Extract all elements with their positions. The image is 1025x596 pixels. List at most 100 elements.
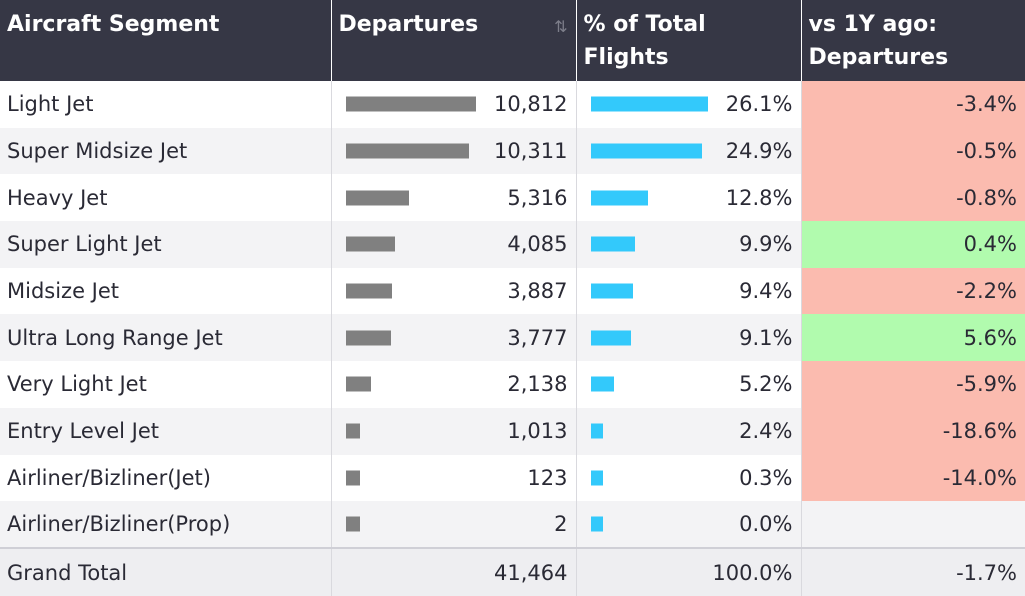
departures-bar <box>345 516 360 532</box>
change-cell: -14.0% <box>801 454 1025 502</box>
pct-value: 12.8% <box>725 185 793 210</box>
pct-bar <box>590 423 603 439</box>
header-label: % of Total Flights <box>583 12 706 70</box>
table-row[interactable]: Super Light Jet 4,085 9.9% 0.4% <box>0 221 1025 268</box>
departures-cell: 4,085 <box>331 221 577 268</box>
departures-value: 10,311 <box>494 139 568 164</box>
departures-value: 1,013 <box>507 419 568 444</box>
table-row[interactable]: Very Light Jet 2,138 5.2% -5.9% <box>0 361 1025 408</box>
departures-bar <box>345 376 372 392</box>
departures-value: 2 <box>554 512 568 537</box>
departures-value: 123 <box>527 465 568 490</box>
pct-bar <box>590 330 632 346</box>
pct-cell: 26.1% <box>576 81 802 128</box>
departures-cell: 5,316 <box>331 174 577 222</box>
segment-cell: Ultra Long Range Jet <box>0 314 332 362</box>
header-vs-1y[interactable]: vs 1Y ago: Departures <box>801 0 1025 81</box>
change-cell <box>801 501 1025 549</box>
header-row: Aircraft Segment Departures ⇅ % of Total… <box>0 0 1025 81</box>
departures-cell: 3,887 <box>331 267 577 315</box>
grand-total-label: Grand Total <box>0 547 332 596</box>
departures-bar <box>345 470 360 486</box>
header-pct-total[interactable]: % of Total Flights <box>576 0 802 81</box>
segment-cell: Airliner/Bizliner(Jet) <box>0 454 332 502</box>
pct-cell: 9.9% <box>576 221 802 268</box>
pct-value: 26.1% <box>725 92 793 117</box>
grand-total-departures: 41,464 <box>331 547 577 596</box>
pct-value: 9.1% <box>739 325 793 350</box>
departures-value: 4,085 <box>507 232 568 257</box>
departures-value: 5,316 <box>507 185 568 210</box>
pct-cell: 0.3% <box>576 454 802 502</box>
pct-value: 9.9% <box>739 232 793 257</box>
pct-bar <box>590 376 614 392</box>
table-row[interactable]: Light Jet 10,812 26.1% -3.4% <box>0 81 1025 128</box>
departures-value: 3,887 <box>507 279 568 304</box>
header-label: Aircraft Segment <box>7 12 220 37</box>
header-aircraft-segment[interactable]: Aircraft Segment <box>0 0 332 81</box>
departures-value: 10,812 <box>494 92 568 117</box>
sort-descending-icon[interactable]: ⇅ <box>554 17 568 36</box>
pct-value: 24.9% <box>725 139 793 164</box>
table-row[interactable]: Entry Level Jet 1,013 2.4% -18.6% <box>0 407 1025 455</box>
pct-value: 2.4% <box>739 419 793 444</box>
change-cell: -0.8% <box>801 174 1025 222</box>
departures-value: 2,138 <box>507 372 568 397</box>
departures-cell: 3,777 <box>331 314 577 362</box>
segment-cell: Midsize Jet <box>0 267 332 315</box>
departures-cell: 2,138 <box>331 361 577 408</box>
pct-value: 5.2% <box>739 372 793 397</box>
departures-cell: 2 <box>331 501 577 549</box>
departures-cell: 10,812 <box>331 81 577 128</box>
header-label: vs 1Y ago: Departures <box>808 12 949 70</box>
departures-bar <box>345 190 410 206</box>
pct-bar <box>590 470 603 486</box>
grand-total-row: Grand Total 41,464 100.0% -1.7% <box>0 547 1025 596</box>
pct-value: 9.4% <box>739 279 793 304</box>
pct-bar <box>590 96 708 112</box>
table-row[interactable]: Super Midsize Jet 10,311 24.9% -0.5% <box>0 127 1025 175</box>
pct-cell: 9.1% <box>576 314 802 362</box>
departures-bar <box>345 96 476 112</box>
pct-cell: 9.4% <box>576 267 802 315</box>
pct-cell: 24.9% <box>576 127 802 175</box>
pct-cell: 5.2% <box>576 361 802 408</box>
header-departures[interactable]: Departures ⇅ <box>331 0 577 81</box>
departures-bar <box>345 236 395 252</box>
table-row[interactable]: Airliner/Bizliner(Jet) 123 0.3% -14.0% <box>0 454 1025 502</box>
segment-cell: Airliner/Bizliner(Prop) <box>0 501 332 549</box>
change-cell: 5.6% <box>801 314 1025 362</box>
departures-bar <box>345 143 470 159</box>
departures-value: 3,777 <box>507 325 568 350</box>
departures-bar <box>345 283 393 299</box>
change-cell: -5.9% <box>801 361 1025 408</box>
pct-bar <box>590 143 703 159</box>
segment-cell: Light Jet <box>0 81 332 128</box>
pct-bar <box>590 236 635 252</box>
table-row[interactable]: Heavy Jet 5,316 12.8% -0.8% <box>0 174 1025 222</box>
pct-bar <box>590 190 648 206</box>
change-cell: 0.4% <box>801 221 1025 268</box>
change-cell: -2.2% <box>801 267 1025 315</box>
departures-cell: 123 <box>331 454 577 502</box>
pct-value: 0.0% <box>739 512 793 537</box>
table-row[interactable]: Midsize Jet 3,887 9.4% -2.2% <box>0 267 1025 315</box>
departures-cell: 1,013 <box>331 407 577 455</box>
grand-total-change: -1.7% <box>801 547 1025 596</box>
pct-bar <box>590 516 603 532</box>
table-row[interactable]: Airliner/Bizliner(Prop) 2 0.0% <box>0 501 1025 549</box>
segment-cell: Super Midsize Jet <box>0 127 332 175</box>
change-cell: -3.4% <box>801 81 1025 128</box>
header-label: Departures <box>338 12 479 37</box>
segment-cell: Very Light Jet <box>0 361 332 408</box>
departures-cell: 10,311 <box>331 127 577 175</box>
pct-cell: 12.8% <box>576 174 802 222</box>
change-cell: -0.5% <box>801 127 1025 175</box>
pct-cell: 2.4% <box>576 407 802 455</box>
table-row[interactable]: Ultra Long Range Jet 3,777 9.1% 5.6% <box>0 314 1025 362</box>
grand-total-pct: 100.0% <box>576 547 802 596</box>
change-cell: -18.6% <box>801 407 1025 455</box>
departures-bar <box>345 330 391 346</box>
pct-bar <box>590 283 633 299</box>
segment-cell: Entry Level Jet <box>0 407 332 455</box>
